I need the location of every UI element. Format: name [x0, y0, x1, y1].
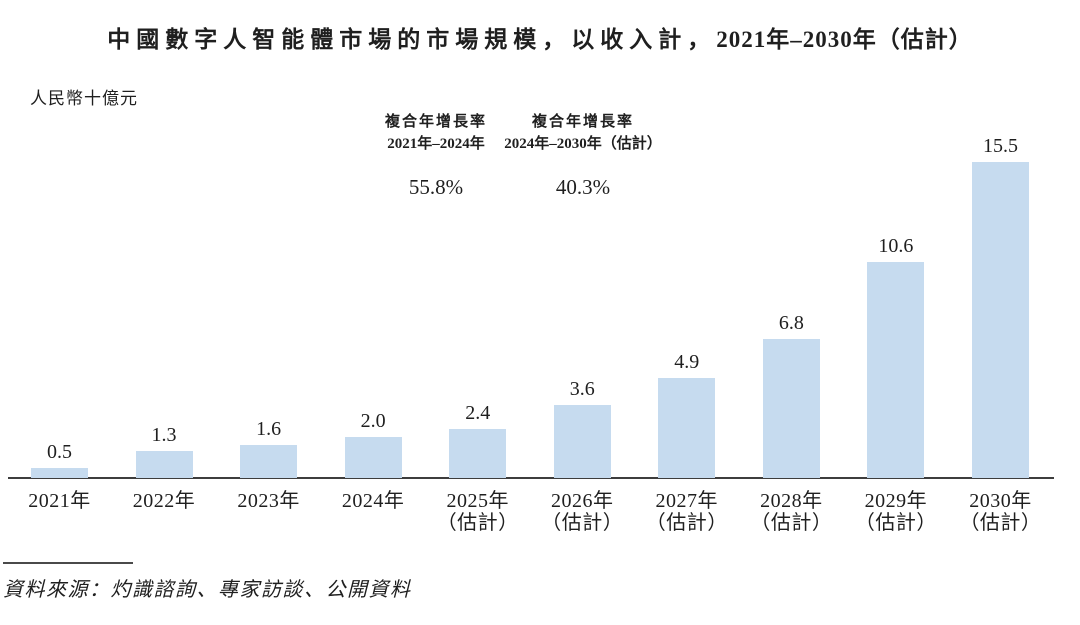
x-axis-category-label: 2027年 （估計）	[622, 490, 752, 534]
bar	[240, 445, 298, 478]
x-axis-category-label: 2022年	[99, 490, 229, 512]
x-axis-category-label: 2028年 （估計）	[726, 490, 856, 534]
bar	[31, 468, 88, 478]
x-axis-line	[8, 477, 1054, 479]
bar	[867, 262, 925, 478]
cagr-value: 40.3%	[555, 175, 611, 199]
source-divider	[3, 562, 133, 564]
cagr-label-line1: 複合年增長率	[531, 114, 634, 130]
bar-value-label: 6.8	[778, 312, 804, 334]
bar-value-label: 1.6	[256, 418, 282, 440]
x-axis-category-line: 2022年	[132, 490, 196, 512]
bar-value-label: 10.6	[878, 235, 914, 257]
x-axis-category-line: 2023年	[237, 490, 300, 512]
y-axis-unit-label: 人民幣十億元	[30, 89, 138, 108]
x-axis-category-line: （估計）	[541, 512, 624, 534]
bar	[762, 339, 820, 478]
bar	[658, 378, 716, 478]
bar-value-label: 1.3	[151, 424, 177, 446]
x-axis-category-line: 2025年	[446, 490, 509, 512]
x-axis-category-line: （估計）	[750, 512, 833, 534]
x-axis-category-label: 2026年 （估計）	[517, 490, 647, 534]
page-title: 中國數字人智能體市場的市場規模，以收入計，2021年–2030年（估計）	[0, 20, 1080, 54]
cagr-label: 複合年增長率 2024年–2030年（估計）	[473, 111, 693, 155]
bar-value-label: 4.9	[674, 351, 700, 373]
x-axis-category-label: 2021年	[0, 490, 125, 512]
x-axis-category-line: 2027年	[655, 490, 719, 512]
x-axis-category-line: 2028年	[760, 490, 823, 512]
x-axis-category-line: （估計）	[645, 512, 728, 534]
cagr-label: 複合年增長率 2021年–2024年	[336, 111, 536, 155]
bar	[344, 437, 402, 478]
x-axis-category-label: 2023年	[204, 490, 334, 512]
cagr-value: 55.8%	[408, 175, 464, 199]
bar	[553, 405, 611, 478]
bar-value-label: 15.5	[982, 135, 1018, 157]
bar-value-label: 2.0	[360, 410, 386, 432]
page-title-range: 2021年–2030年（估計）	[716, 27, 973, 52]
x-axis-category-line: 2030年	[969, 490, 1032, 512]
x-axis-category-line: 2021年	[28, 490, 91, 512]
x-axis-category-label: 2024年	[308, 490, 438, 512]
x-axis-category-label: 2025年 （估計）	[413, 490, 543, 534]
bar	[449, 429, 507, 478]
x-axis-category-line: 2024年	[341, 490, 405, 512]
x-axis-category-label: 2030年 （估計）	[935, 490, 1065, 534]
x-axis-category-label: 2029年 （估計）	[831, 490, 961, 534]
x-axis-category-line: 2026年	[551, 490, 614, 512]
bar	[971, 162, 1029, 478]
cagr-annotation-2024-2030: 複合年增長率 2024年–2030年（估計） 40.3%	[473, 111, 693, 200]
x-axis-category-line: （估計）	[959, 512, 1042, 534]
bar-value-label: 2.4	[465, 402, 491, 424]
cagr-label-line2: 2024年–2030年（估計）	[504, 136, 662, 152]
cagr-label-line1: 複合年增長率	[384, 114, 487, 130]
bar	[135, 451, 193, 478]
cagr-label-line2: 2021年–2024年	[387, 136, 485, 152]
x-axis-category-line: （估計）	[436, 512, 519, 534]
page-title-main: 中國數字人智能體市場的市場規模，以收入計，	[107, 27, 717, 52]
x-axis-category-line: 2029年	[864, 490, 928, 512]
x-axis-category-line: （估計）	[854, 512, 937, 534]
bar-value-label: 3.6	[569, 378, 595, 400]
source-note: 資料來源：灼識諮詢、專家訪談、公開資料	[3, 579, 412, 601]
cagr-annotation-2021-2024: 複合年增長率 2021年–2024年 55.8%	[336, 111, 536, 200]
bar-value-label: 0.5	[47, 441, 72, 463]
